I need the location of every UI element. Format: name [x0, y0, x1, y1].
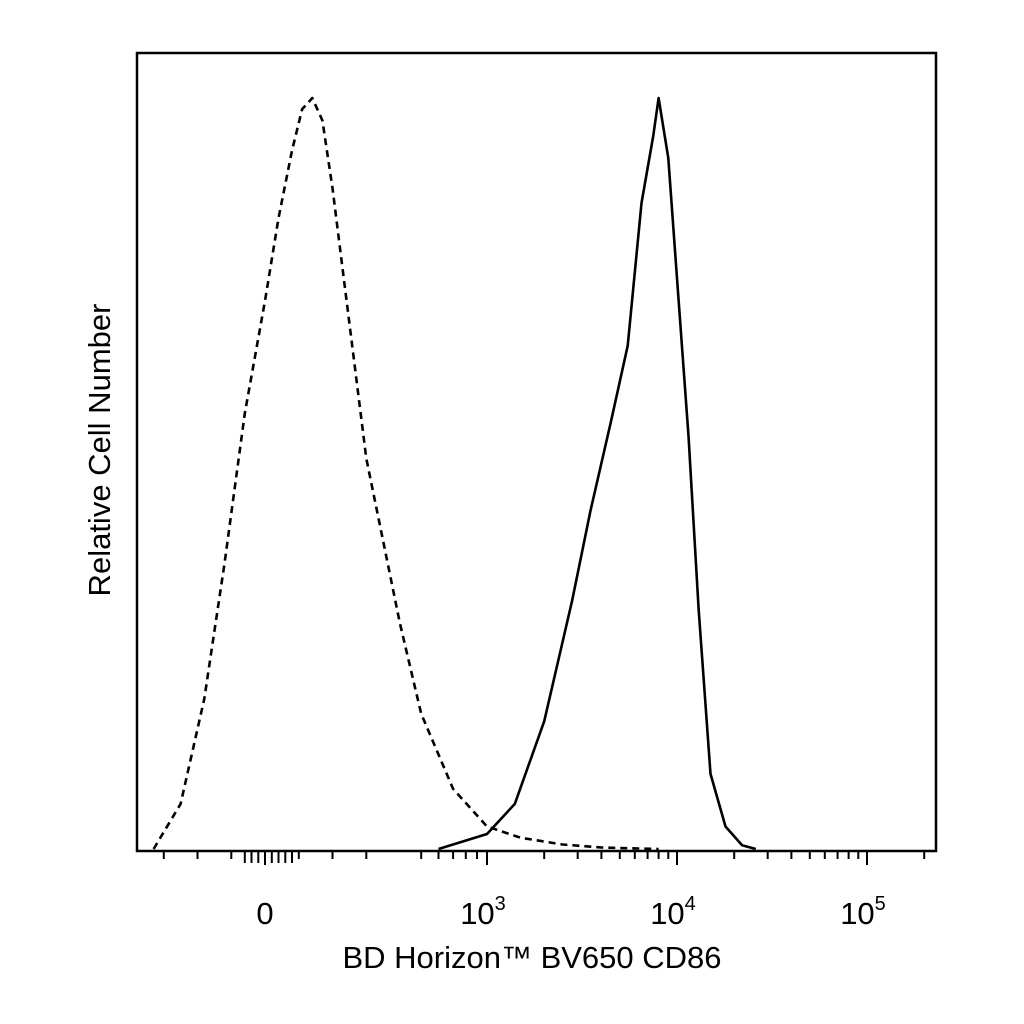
series-line-dashed — [152, 96, 659, 851]
x-axis-ticks — [162, 851, 926, 865]
series-line-solid — [438, 96, 757, 851]
x-tick-label-1: 103 — [460, 893, 506, 931]
y-axis-label: Relative Cell Number — [82, 304, 117, 597]
x-tick-label-0: 0 — [256, 896, 273, 931]
series-group — [152, 96, 757, 851]
x-axis-tick-labels: 0 103 104 105 — [256, 893, 885, 931]
x-tick-label-2: 104 — [650, 893, 696, 931]
plot-frame — [135, 51, 938, 853]
x-axis-label: BD Horizon™ BV650 CD86 — [342, 940, 721, 975]
x-tick-label-3: 105 — [840, 893, 886, 931]
